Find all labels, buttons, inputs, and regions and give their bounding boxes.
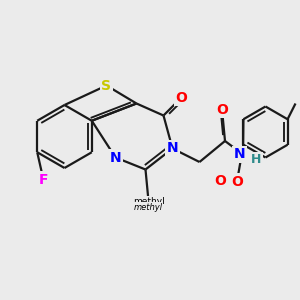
Text: O: O	[214, 174, 226, 188]
Text: methyl: methyl	[134, 202, 163, 211]
Text: N: N	[167, 142, 178, 155]
Text: F: F	[39, 173, 48, 187]
Text: O: O	[231, 175, 243, 188]
Text: O: O	[176, 91, 188, 104]
Text: O: O	[216, 103, 228, 116]
Text: H: H	[251, 153, 262, 166]
Text: S: S	[101, 79, 112, 92]
Text: N: N	[110, 151, 121, 164]
Text: methyl: methyl	[133, 196, 164, 206]
Text: N: N	[233, 148, 245, 161]
